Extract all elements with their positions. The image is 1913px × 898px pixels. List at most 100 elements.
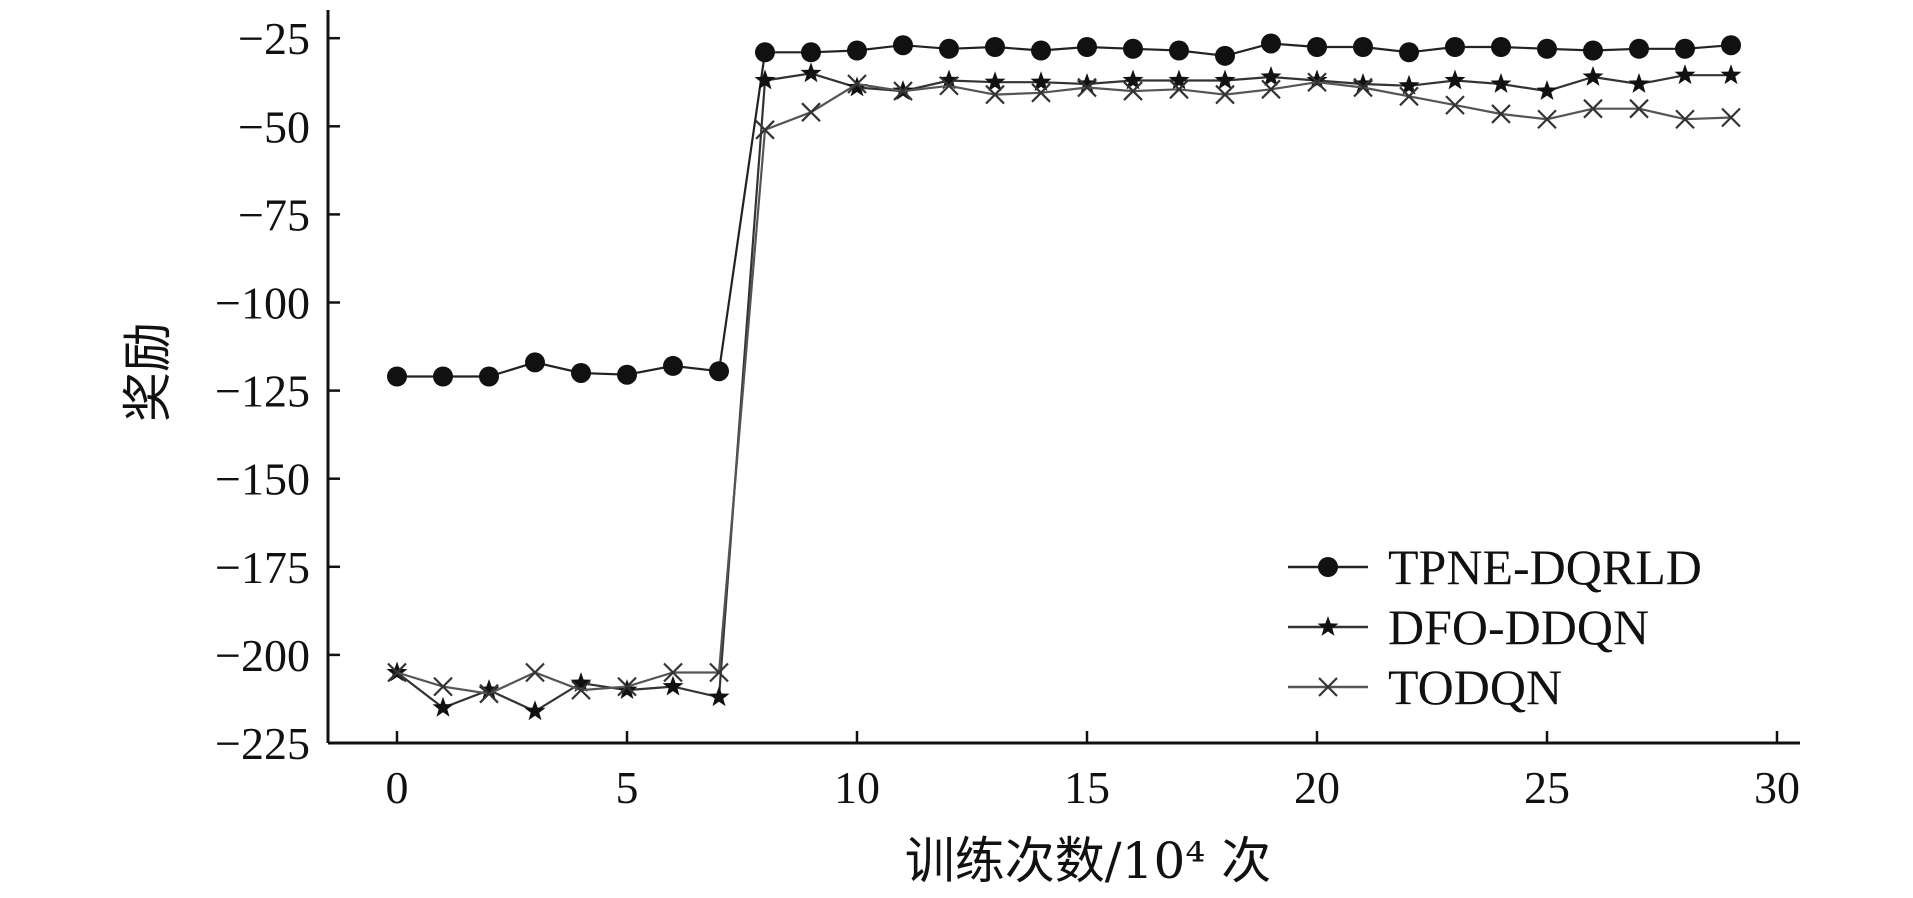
series-tpne-dqrld xyxy=(387,33,1741,387)
legend-item: DFO-DDQN xyxy=(1288,599,1649,655)
y-tick-label: −200 xyxy=(215,630,310,681)
data-point xyxy=(387,366,407,387)
data-point xyxy=(571,680,591,700)
legend-marker xyxy=(1317,616,1339,636)
x-marker-stroke xyxy=(433,676,453,697)
data-point xyxy=(387,662,407,683)
data-point xyxy=(755,42,775,63)
data-point xyxy=(1583,98,1603,119)
data-point xyxy=(1169,79,1189,100)
data-point xyxy=(433,676,453,697)
data-point xyxy=(1353,77,1373,98)
x-marker-stroke xyxy=(1077,77,1097,98)
data-point xyxy=(1536,80,1558,100)
x-tick-label: 10 xyxy=(834,762,880,813)
data-point xyxy=(984,71,1006,92)
x-marker-stroke xyxy=(617,676,637,697)
data-point xyxy=(893,81,913,101)
data-point xyxy=(1583,40,1603,61)
series-line xyxy=(396,72,1731,713)
data-point xyxy=(1076,73,1098,93)
data-point xyxy=(1261,33,1281,54)
x-tick-label: 0 xyxy=(386,762,409,813)
data-point xyxy=(1215,84,1235,105)
data-point xyxy=(1490,73,1512,93)
y-tick-label: −175 xyxy=(215,542,310,593)
data-point xyxy=(570,672,592,692)
y-axis-label: 奖励 xyxy=(119,322,177,422)
x-marker-stroke xyxy=(1215,84,1235,105)
x-marker-stroke xyxy=(939,75,959,96)
data-point xyxy=(1399,42,1419,63)
y-tick-label: −25 xyxy=(238,13,310,64)
x-marker-stroke xyxy=(1445,95,1465,115)
data-point xyxy=(525,662,545,683)
data-point xyxy=(939,75,959,96)
x-marker-stroke xyxy=(709,662,729,683)
x-marker-stroke xyxy=(663,662,683,683)
data-point xyxy=(1168,69,1190,90)
x-marker-stroke xyxy=(801,102,821,122)
y-tick-label: −150 xyxy=(215,454,310,505)
series-line xyxy=(396,81,1732,695)
data-point xyxy=(893,35,913,56)
data-point xyxy=(1352,73,1374,93)
legend-marker xyxy=(1318,557,1338,577)
axes: 0 5 10 15 20 25 30 −25 −50 −75 −100 −125 −150 −175 −20… xyxy=(215,10,1800,813)
legend-item: TPNE-DQRLD xyxy=(1288,539,1702,595)
data-point xyxy=(801,42,821,63)
x-marker-stroke xyxy=(893,81,913,101)
data-point xyxy=(1031,83,1051,103)
data-point xyxy=(800,62,822,83)
legend-item: TODQN xyxy=(1288,659,1562,715)
data-point xyxy=(985,84,1005,105)
data-point xyxy=(708,686,730,707)
data-point xyxy=(1491,37,1511,58)
data-point xyxy=(479,683,499,704)
x-marker-stroke xyxy=(387,662,407,683)
x-marker-stroke xyxy=(985,84,1005,105)
y-tick-label: −125 xyxy=(215,366,310,417)
data-point xyxy=(1077,77,1097,98)
data-point xyxy=(1307,72,1327,93)
x-marker-stroke xyxy=(847,74,867,94)
data-point xyxy=(1260,66,1282,86)
data-point xyxy=(1444,69,1466,90)
x-marker-stroke xyxy=(1629,98,1649,119)
y-tick-label: −50 xyxy=(238,101,310,152)
data-point xyxy=(1674,64,1696,85)
data-point xyxy=(524,700,546,721)
y-tick-label: −75 xyxy=(238,189,310,240)
x-marker-stroke xyxy=(1318,677,1338,697)
data-point xyxy=(1261,79,1281,100)
data-point xyxy=(1353,37,1373,58)
x-tick-label: 20 xyxy=(1294,762,1340,813)
data-point xyxy=(1031,40,1051,61)
x-axis-label: 训练次数/10⁴ 次 xyxy=(905,832,1271,890)
data-point xyxy=(616,679,638,699)
data-point xyxy=(1399,86,1419,107)
data-point xyxy=(1629,38,1649,59)
data-point xyxy=(1721,35,1741,56)
x-marker-stroke xyxy=(1031,83,1051,103)
series-todqn xyxy=(387,72,1741,704)
x-marker-stroke xyxy=(571,680,591,700)
x-marker-stroke xyxy=(1583,98,1603,119)
series-layer xyxy=(386,33,1742,721)
data-point xyxy=(847,74,867,94)
data-point xyxy=(1491,104,1511,124)
x-marker-stroke xyxy=(1721,107,1741,128)
data-point xyxy=(938,69,960,90)
data-point xyxy=(617,676,637,697)
data-point xyxy=(1537,38,1557,59)
x-marker-stroke xyxy=(1491,104,1511,124)
x-tick-label: 25 xyxy=(1524,762,1570,813)
data-point xyxy=(1307,37,1327,58)
data-point xyxy=(478,679,500,699)
x-marker-stroke xyxy=(1123,81,1143,101)
data-point xyxy=(1445,37,1465,58)
data-point xyxy=(571,362,591,383)
data-point xyxy=(709,361,729,382)
data-point xyxy=(1582,66,1604,86)
